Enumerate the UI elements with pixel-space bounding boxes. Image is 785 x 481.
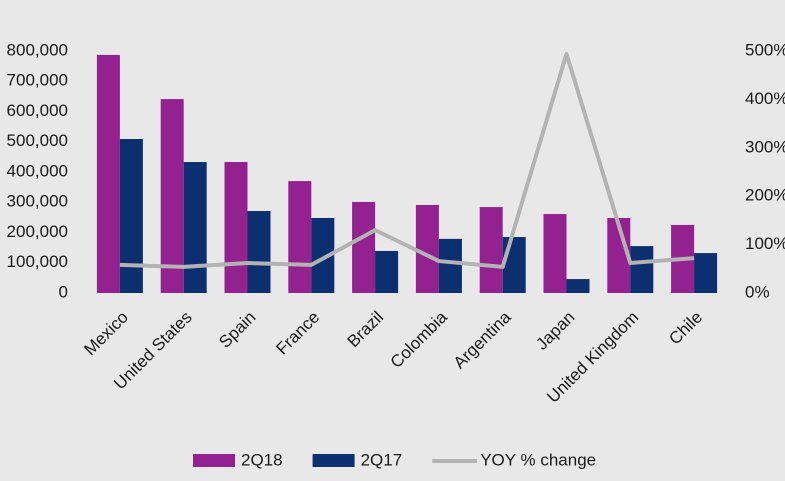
- y-tick-label: 0: [59, 282, 68, 301]
- y-tick-label: 400,000: [7, 161, 68, 180]
- bar: [288, 181, 312, 293]
- bar: [311, 217, 335, 293]
- y-tick-label: 700,000: [7, 71, 68, 90]
- y-tick-label: 300,000: [7, 192, 68, 211]
- bar: [438, 238, 462, 293]
- y2-tick-label: 300%: [745, 137, 785, 156]
- bar: [119, 139, 143, 293]
- y2-tick-label: 100%: [745, 234, 785, 253]
- bar: [479, 207, 503, 293]
- bar: [375, 250, 399, 293]
- bar: [96, 54, 120, 294]
- bar: [630, 246, 654, 293]
- bar: [607, 217, 631, 293]
- bar: [502, 237, 526, 293]
- bar: [160, 99, 184, 293]
- legend-swatch: [193, 454, 235, 467]
- bar: [183, 162, 207, 293]
- line: [119, 51, 695, 269]
- y2-tick-label: 400%: [745, 89, 785, 108]
- legend-swatch: [312, 454, 355, 467]
- y-tick-label: 100,000: [7, 252, 68, 271]
- legend-label: YOY % change: [480, 450, 596, 469]
- bar: [415, 204, 439, 293]
- y-tick-label: 800,000: [7, 40, 68, 59]
- y-tick-label: 500,000: [7, 131, 68, 150]
- y-tick-label: 600,000: [7, 101, 68, 120]
- y2-tick-label: 200%: [745, 186, 785, 205]
- bar: [247, 211, 271, 293]
- bar: [543, 214, 567, 293]
- bar: [694, 253, 718, 293]
- bar: [352, 201, 376, 293]
- legend-label: 2Q18: [241, 450, 283, 469]
- y-tick-label: 200,000: [7, 222, 68, 241]
- legend-label: 2Q17: [361, 450, 403, 469]
- y2-tick-label: 0%: [745, 282, 770, 301]
- bar: [224, 162, 248, 293]
- bar: [566, 279, 590, 293]
- y2-tick-label: 500%: [745, 40, 785, 59]
